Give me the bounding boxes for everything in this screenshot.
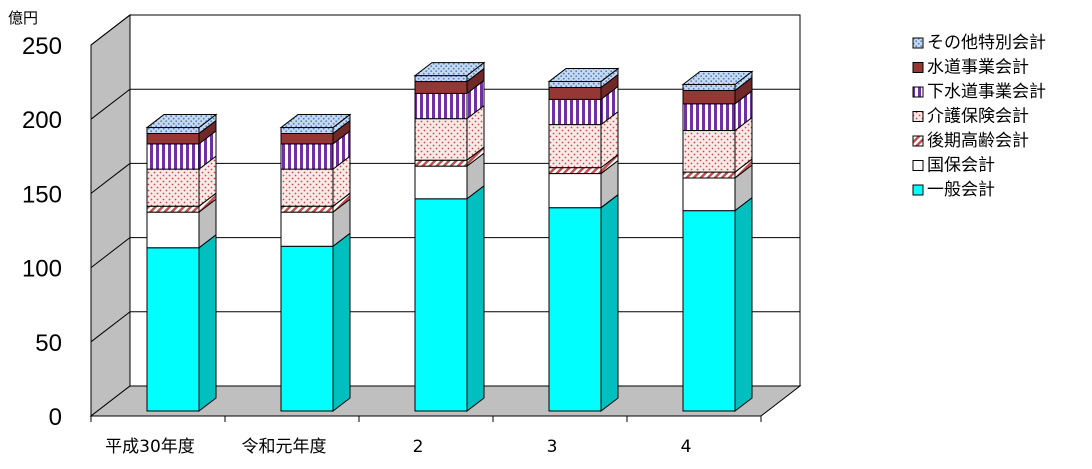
- legend-item: 介護保険会計: [912, 107, 1029, 127]
- bar-stack-3: [547, 67, 620, 413]
- bar-segment-0-front: [280, 245, 334, 412]
- legend-item: 一般会計: [912, 180, 995, 200]
- gridline-left-100: [90, 237, 131, 268]
- bar-segment-1-front: [548, 173, 602, 209]
- legend-item: その他特別会計: [912, 33, 1046, 53]
- bar-segment-3-front: [414, 118, 468, 161]
- bar-segment-3-front: [146, 168, 200, 207]
- bars: [145, 61, 754, 413]
- gridline-left-150: [90, 163, 131, 194]
- bar-segment-0-front: [146, 247, 200, 412]
- x-tick-label: 2: [413, 437, 424, 457]
- bar-top-cap: [279, 114, 352, 129]
- y-axis-ticks: 0 50 100 150 200 250: [22, 33, 62, 431]
- bar-segment-5-front: [280, 132, 334, 145]
- bar-segment-3-front: [280, 168, 334, 207]
- y-tick-label: 150: [22, 181, 62, 208]
- legend-item: 下水道事業会計: [912, 82, 1046, 102]
- bar-segment-2-front: [548, 167, 602, 175]
- legend-item: 国保会計: [912, 156, 995, 176]
- y-tick-label: 250: [22, 33, 62, 60]
- bar-segment-6-front: [280, 127, 334, 134]
- bar-segment-6-front: [414, 75, 468, 83]
- left-wall: [90, 13, 131, 418]
- bar-segment-6-front: [682, 84, 736, 91]
- legend-swatch: [912, 135, 924, 147]
- bar-stack-1: [279, 113, 352, 413]
- bar-segment-0-side: [600, 193, 619, 413]
- bar-segment-6-front: [548, 81, 602, 88]
- gridline-left-50: [90, 311, 131, 343]
- legend-swatch: [912, 37, 924, 49]
- bar-stack-4: [681, 70, 754, 413]
- bar-segment-4-front: [548, 98, 602, 126]
- bar-segment-6-front: [146, 127, 200, 134]
- bar-segment-5-front: [146, 132, 200, 145]
- gridline-left-200: [90, 88, 131, 120]
- legend-label: その他特別会計: [927, 33, 1046, 53]
- bar-top-cap: [681, 71, 754, 86]
- legend-label: 後期高齢会計: [927, 131, 1029, 151]
- bar-segment-3-front: [548, 124, 602, 169]
- bar-segment-4-front: [146, 143, 200, 170]
- bar-segment-1-front: [280, 211, 334, 247]
- gridline-left-250: [90, 14, 131, 46]
- x-tick-label: 平成30年度: [105, 437, 195, 457]
- x-axis-ticks: 平成30年度 令和元年度 2 3 4: [90, 416, 762, 457]
- bar-segment-1-front: [146, 211, 200, 249]
- y-tick-label: 50: [35, 330, 62, 357]
- x-tick-label: 4: [681, 437, 692, 457]
- legend-swatch: [912, 160, 924, 171]
- bar-top-cap: [547, 68, 620, 83]
- legend-label: 国保会計: [927, 156, 995, 176]
- bar-segment-1-front: [414, 165, 468, 200]
- legend-item: 水道事業会計: [912, 58, 1029, 78]
- bar-segment-4-front: [414, 92, 468, 120]
- bar-stack-0: [145, 113, 218, 413]
- x-tick-label: 3: [547, 437, 558, 457]
- bar-segment-2-front: [414, 159, 468, 167]
- bar-top-cap: [145, 114, 218, 129]
- bar-segment-4-front: [682, 103, 736, 132]
- bar-segment-1-front: [682, 177, 736, 212]
- legend-swatch: [912, 62, 924, 73]
- bar-segment-0-front: [548, 207, 602, 412]
- bar-segment-2-front: [280, 205, 334, 213]
- bar-segment-5-front: [548, 86, 602, 100]
- y-axis-unit: 億円: [8, 9, 38, 27]
- legend-label: 下水道事業会計: [927, 82, 1046, 102]
- legend-swatch: [912, 86, 924, 98]
- legend-label: 水道事業会計: [927, 58, 1029, 78]
- bar-segment-2-front: [682, 171, 736, 179]
- bar-segment-0-front: [414, 198, 468, 412]
- legend-swatch: [912, 184, 924, 196]
- bar-segment-0-side: [198, 233, 217, 413]
- y-tick-label: 100: [22, 256, 62, 283]
- bar-segment-0-side: [734, 196, 753, 413]
- y-tick-label: 0: [49, 404, 62, 431]
- bar-stack-2: [413, 61, 486, 413]
- legend-item: 後期高齢会計: [912, 131, 1029, 151]
- bar-segment-3-front: [682, 130, 736, 173]
- bar-segment-5-front: [682, 89, 736, 105]
- bar-segment-2-front: [146, 205, 200, 213]
- legend-label: 介護保険会計: [927, 107, 1029, 127]
- bar-segment-5-front: [414, 81, 468, 94]
- bar-top-cap: [413, 62, 486, 77]
- x-tick-label: 令和元年度: [242, 437, 327, 457]
- y-tick-label: 200: [22, 107, 62, 134]
- legend-label: 一般会計: [927, 180, 995, 200]
- legend-swatch: [912, 111, 924, 122]
- bar-segment-0-front: [682, 210, 736, 412]
- bar-segment-0-side: [466, 184, 485, 413]
- bar-segment-0-side: [332, 232, 351, 413]
- bar-segment-4-front: [280, 143, 334, 170]
